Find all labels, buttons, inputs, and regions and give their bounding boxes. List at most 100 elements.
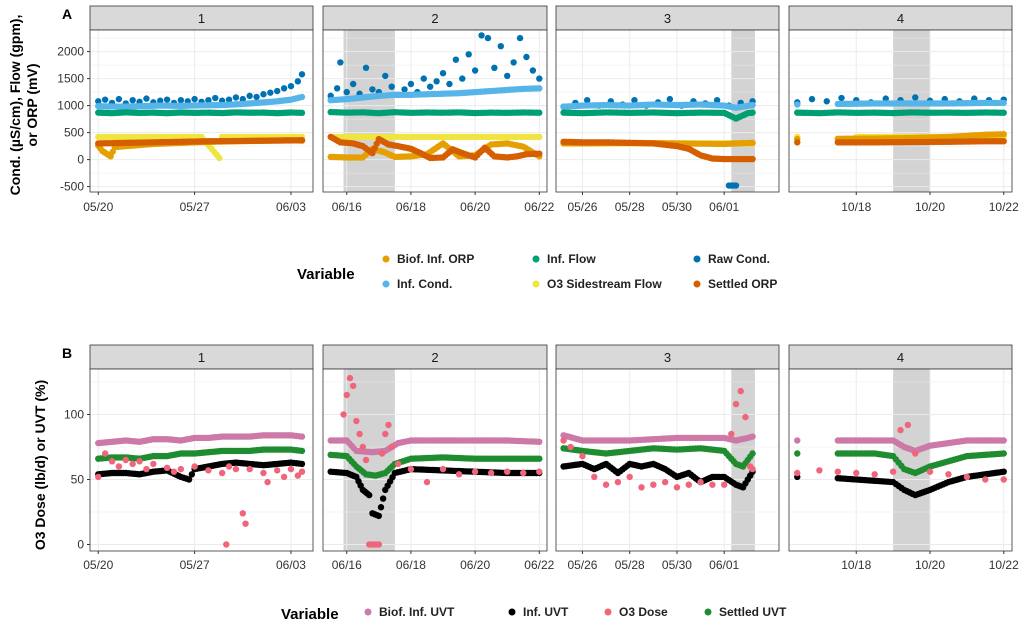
data-point <box>533 455 541 462</box>
data-point <box>887 478 894 486</box>
data-point <box>823 98 830 105</box>
data-point <box>905 109 913 116</box>
data-point <box>942 109 949 116</box>
data-point <box>237 100 244 108</box>
data-point <box>366 448 373 456</box>
series-inf_cond <box>95 93 306 110</box>
data-point <box>340 437 348 444</box>
data-point <box>405 133 412 141</box>
data-point <box>333 85 341 92</box>
data-point <box>95 98 102 105</box>
data-point <box>161 109 168 117</box>
data-point <box>942 100 950 107</box>
data-point <box>737 387 744 395</box>
data-point <box>576 461 584 468</box>
x-tick-label: 06/16 <box>332 558 362 572</box>
data-point <box>296 137 303 144</box>
data-point <box>334 137 342 145</box>
data-point <box>294 472 302 479</box>
data-point <box>576 139 584 146</box>
data-point <box>510 59 517 66</box>
data-point <box>685 481 692 488</box>
facet-strip-label: 2 <box>431 350 438 365</box>
data-point <box>647 436 654 443</box>
data-point <box>501 86 508 94</box>
data-point <box>385 421 392 429</box>
series-o3_dose <box>340 374 543 548</box>
data-point <box>389 474 396 481</box>
data-point <box>631 97 638 104</box>
x-tick-label: 06/20 <box>460 558 490 572</box>
data-point <box>520 469 527 477</box>
data-point <box>271 446 279 453</box>
data-point <box>439 465 447 473</box>
data-point <box>945 471 952 478</box>
data-point <box>469 153 476 160</box>
data-point <box>659 464 666 472</box>
data-point <box>296 460 303 467</box>
x-tick-label: 05/28 <box>615 558 645 572</box>
facet-strip-label: 1 <box>198 350 205 365</box>
facet-1: 1 05/20 05/27 06/03 <box>83 344 314 572</box>
data-point <box>487 469 495 477</box>
data-point <box>357 142 364 149</box>
data-point <box>485 109 492 116</box>
x-tick-label: 05/26 <box>567 200 597 214</box>
data-point <box>517 133 524 141</box>
data-point <box>437 90 444 98</box>
data-point <box>905 138 913 146</box>
legend-key-biof_uvt <box>364 608 372 616</box>
data-point <box>298 468 306 475</box>
data-point <box>718 102 725 109</box>
legend-key-o3_dose <box>604 608 612 616</box>
data-point <box>600 109 607 116</box>
data-point <box>982 476 989 483</box>
data-point <box>869 437 876 444</box>
data-point <box>372 109 380 117</box>
data-point <box>362 64 370 72</box>
data-point <box>942 480 949 487</box>
data-point <box>583 97 591 104</box>
data-point <box>533 438 541 445</box>
data-point <box>732 400 740 408</box>
data-point <box>998 450 1005 457</box>
chart-a: -500 0 500 1000 1500 2000 1 05/20 05/27 06/03 2 06/… <box>57 5 1019 214</box>
data-point <box>730 104 737 111</box>
data-point <box>455 471 463 478</box>
data-point <box>638 484 645 491</box>
legend-key-biof_orp <box>382 255 390 263</box>
data-point <box>961 109 968 117</box>
data-point <box>998 468 1005 476</box>
data-point <box>433 78 440 85</box>
data-point <box>225 96 233 103</box>
panel-border <box>322 368 548 552</box>
facet-strip-label: 3 <box>664 11 671 26</box>
x-tick-label: 05/27 <box>180 200 210 214</box>
series-settled_uvt <box>327 451 543 479</box>
data-point <box>626 473 633 481</box>
data-point <box>298 71 306 78</box>
data-point <box>838 94 845 102</box>
data-point <box>271 432 279 439</box>
data-point <box>373 140 380 147</box>
y-tick-label: 100 <box>64 408 84 422</box>
data-point <box>161 452 168 460</box>
data-point <box>191 95 198 103</box>
data-point <box>446 80 453 88</box>
data-point <box>120 139 127 147</box>
data-point <box>223 541 230 548</box>
data-point <box>340 96 348 103</box>
data-point <box>591 473 598 481</box>
data-point <box>216 109 224 117</box>
data-point <box>175 133 182 141</box>
data-point <box>113 133 120 141</box>
data-point <box>453 109 460 116</box>
data-point <box>244 460 251 467</box>
x-tick-label: 05/27 <box>180 558 210 572</box>
data-point <box>423 478 431 486</box>
series-biof_uvt <box>327 437 543 456</box>
data-point <box>106 470 113 477</box>
legend-key-o3_flow <box>532 280 540 288</box>
data-point <box>485 88 492 95</box>
legend-label-inf_uvt: Inf. UVT <box>523 605 569 619</box>
